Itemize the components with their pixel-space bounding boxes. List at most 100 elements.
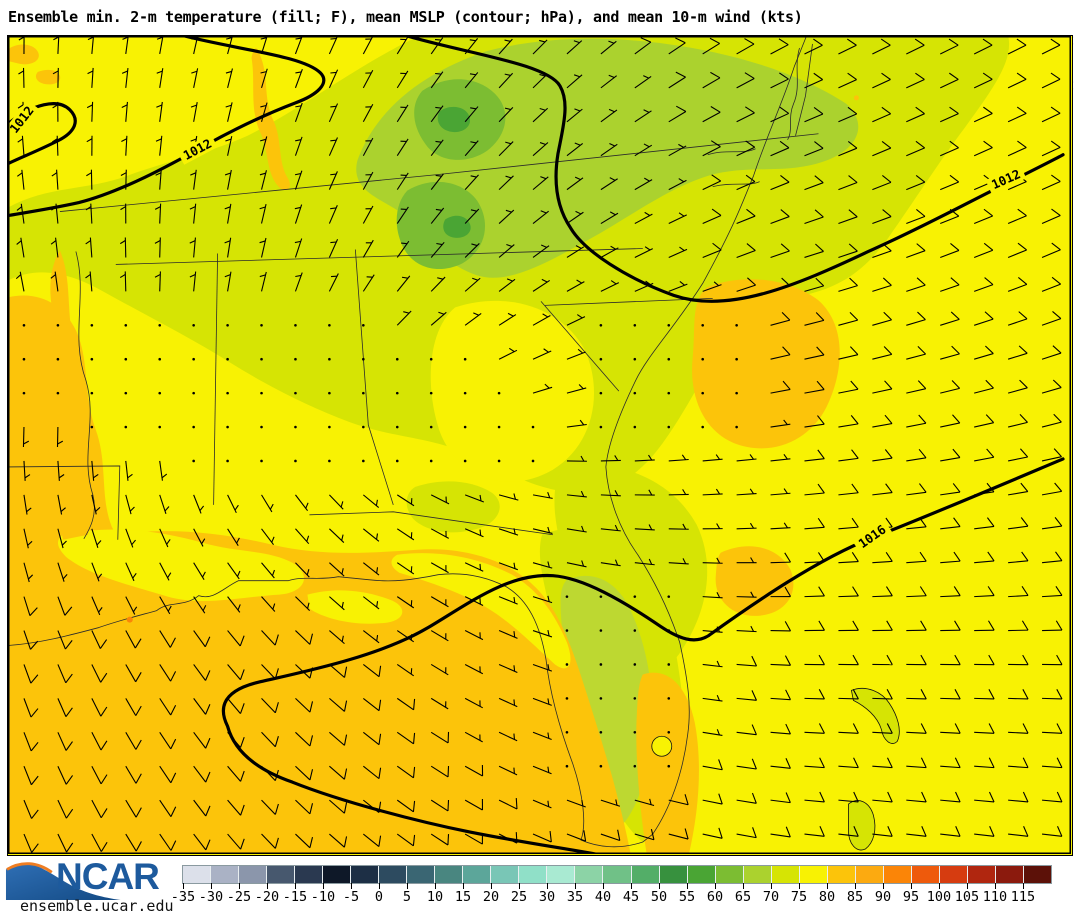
colorbar-tick xyxy=(1023,883,1024,889)
colorbar-tick xyxy=(547,883,548,889)
colorbar-tick xyxy=(575,883,576,889)
colorbar-cell xyxy=(407,866,436,883)
contour-mslp-1012-west-hook xyxy=(8,102,77,166)
colorbar-tick-label: 90 xyxy=(874,889,892,905)
colorbar-tick xyxy=(883,883,884,889)
colorbar-tick-label: 40 xyxy=(594,889,612,905)
colorbar-tick-label: -10 xyxy=(310,889,336,905)
colorbar-cell xyxy=(939,866,968,883)
fill-region-orange-ms-river xyxy=(50,250,95,540)
colorbar-tick-label: 105 xyxy=(954,889,980,905)
colorbar-tick-label: 20 xyxy=(482,889,500,905)
colorbar-tick-label: -35 xyxy=(170,889,196,905)
colorbar-tick-label: 10 xyxy=(426,889,444,905)
colorbar-cell xyxy=(995,866,1024,883)
ncar-logo-hill xyxy=(5,863,121,900)
colorbar-tick xyxy=(967,883,968,889)
fill-region-panhandle-patch xyxy=(406,481,500,533)
colorbar-tick-label: 15 xyxy=(454,889,472,905)
colorbar-tick-label: 25 xyxy=(510,889,528,905)
colorbar-tick-label: -15 xyxy=(282,889,308,905)
fill-region-orange-atlantic-blob xyxy=(692,279,840,449)
geo-border xyxy=(75,251,95,539)
forecast-map: 1012 1012 1012 1016 xyxy=(7,35,1073,856)
colorbar-cell xyxy=(547,866,576,883)
fill-region-central-ga-yellow xyxy=(430,300,595,482)
geo-border xyxy=(309,511,554,536)
colorbar-cell xyxy=(575,866,604,883)
colorbar-tick-label: 35 xyxy=(566,889,584,905)
colorbar-tick xyxy=(743,883,744,889)
colorbar-cell xyxy=(379,866,408,883)
fill-region-temp-55-60-speck-b xyxy=(443,215,471,238)
colorbar-tick xyxy=(519,883,520,889)
colorbar-tick xyxy=(491,883,492,889)
colorbar-tick xyxy=(323,883,324,889)
footer-bar: NCAR ensemble.ucar.edu -35 -30 -25 -20 -15 -1… xyxy=(0,856,1080,915)
colorbar-tick xyxy=(267,883,268,889)
colorbar-tick xyxy=(911,883,912,889)
colorbar-cell xyxy=(211,866,240,883)
temp-spot xyxy=(126,616,133,623)
colorbar-tick xyxy=(463,883,464,889)
colorbar-tick xyxy=(351,883,352,889)
colorbar-tick-label: 60 xyxy=(706,889,724,905)
contour-label-bg xyxy=(177,133,218,165)
geo-border xyxy=(59,133,819,212)
colorbar-tick xyxy=(771,883,772,889)
temp-spot xyxy=(853,95,859,101)
colorbar-tick xyxy=(799,883,800,889)
contour-label-bg xyxy=(852,519,892,554)
fill-region-panhandle-coast-yellow xyxy=(391,553,571,669)
colorbar-tick xyxy=(183,883,184,889)
wind-barbs xyxy=(15,36,1063,853)
colorbar-tick xyxy=(211,883,212,889)
colorbar-tick-label: 85 xyxy=(846,889,864,905)
page-title: Ensemble min. 2-m temperature (fill; F),… xyxy=(8,8,803,26)
colorbar-cell xyxy=(659,866,688,883)
colorbar-tick xyxy=(603,883,604,889)
fill-region-temp-55-60-speck-a xyxy=(437,106,471,133)
header-bar: Ensemble min. 2-m temperature (fill; F),… xyxy=(0,0,1080,93)
ncar-logo-white-arc xyxy=(4,859,54,873)
colorbar-cell xyxy=(603,866,632,883)
fill-region-orange-corner-a xyxy=(8,44,39,65)
fill-region-la-marsh-yellow-a xyxy=(57,529,304,601)
colorbar-tick xyxy=(827,883,828,889)
colorbar-tick xyxy=(379,883,380,889)
geo-border xyxy=(8,465,121,540)
colorbar-tick xyxy=(687,883,688,889)
colorbar-cell xyxy=(827,866,856,883)
ncar-logo-orange-arc xyxy=(6,862,53,874)
colorbar-cell xyxy=(351,866,380,883)
island-outline xyxy=(848,800,876,851)
colorbar-cell xyxy=(267,866,296,883)
contour-mslp-1016 xyxy=(221,457,1065,854)
colorbar-cell xyxy=(435,866,464,883)
contour-label-bg xyxy=(8,99,40,140)
colorbar-cell xyxy=(323,866,352,883)
colorbar-tick-label: 110 xyxy=(982,889,1008,905)
colorbar-tick xyxy=(995,883,996,889)
colorbar-cell xyxy=(519,866,548,883)
ncar-logo-icon xyxy=(4,859,121,900)
colorbar-tick-label: 100 xyxy=(926,889,952,905)
geo-border xyxy=(213,253,219,505)
fill-region-temp-60-65-blob-b xyxy=(396,181,486,270)
colorbar-tick-label: 80 xyxy=(818,889,836,905)
colorbar-tick xyxy=(631,883,632,889)
fill-region-orange-sefl-band xyxy=(636,672,699,854)
colorbar-cell xyxy=(491,866,520,883)
fill-region-orange-efl-patch xyxy=(715,546,794,616)
colorbar-tick-label: 65 xyxy=(734,889,752,905)
colorbar-tick xyxy=(435,883,436,889)
geo-border xyxy=(707,148,760,188)
geo-border xyxy=(354,249,394,505)
geo-border xyxy=(540,301,620,392)
colorbar-tick-label: 0 xyxy=(374,889,384,905)
colorbar-cell xyxy=(239,866,268,883)
colorbar-tick xyxy=(855,883,856,889)
site-url[interactable]: ensemble.ucar.edu xyxy=(20,897,174,915)
colorbar-cell xyxy=(855,866,884,883)
